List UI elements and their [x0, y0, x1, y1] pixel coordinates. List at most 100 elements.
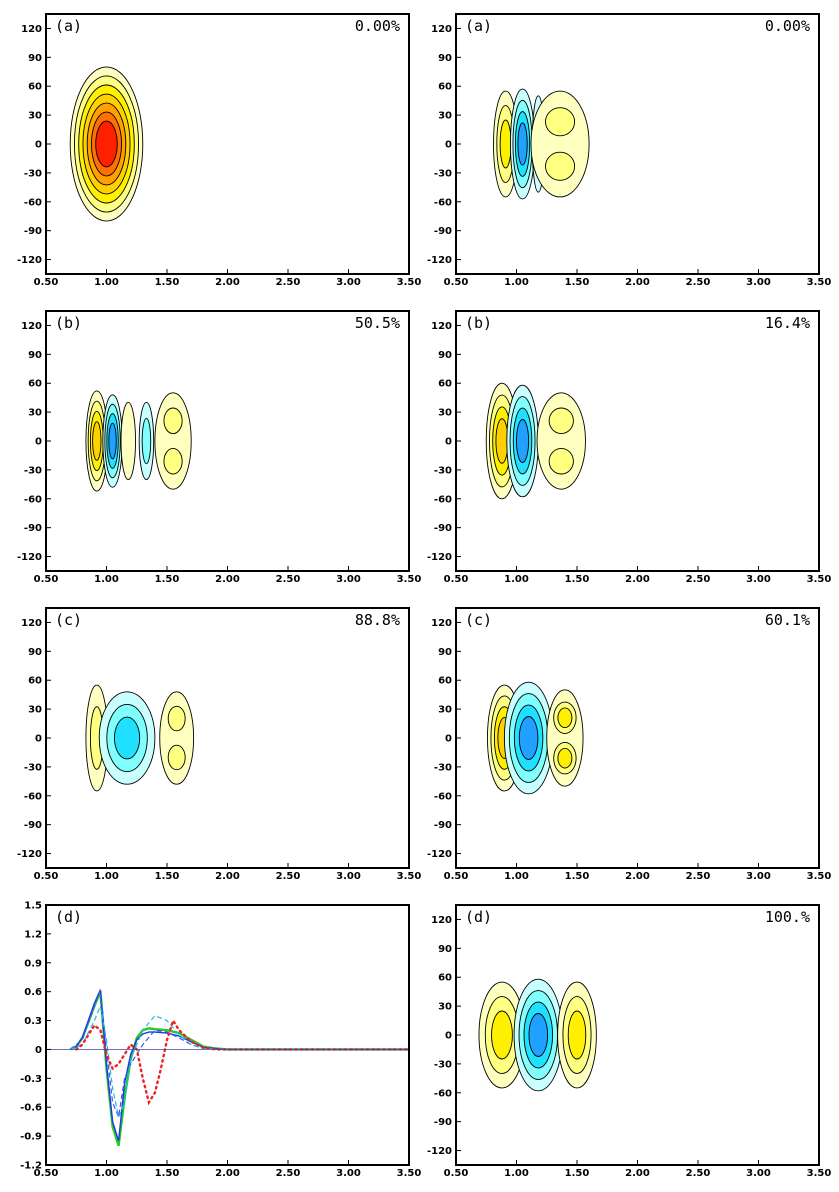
percent-label: 16.4%	[765, 314, 810, 332]
y-tick-label: 60	[438, 379, 452, 390]
series-line-4	[69, 1003, 409, 1119]
contour-level	[545, 151, 576, 181]
x-tick-label: 0.50	[444, 871, 469, 882]
y-tick-label: -1.2	[20, 1161, 42, 1172]
y-tick-label: 90	[438, 647, 452, 658]
x-tick-label: 3.50	[807, 871, 832, 882]
x-tick-label: 1.00	[94, 1168, 119, 1179]
contour-level	[545, 107, 576, 137]
x-tick-label: 3.00	[746, 1168, 771, 1179]
panel-label: (c)	[465, 611, 492, 629]
y-tick-label: 120	[21, 618, 42, 629]
x-tick-label: 3.50	[397, 1168, 422, 1179]
y-tick-label: 120	[21, 321, 42, 332]
y-tick-label: 90	[28, 647, 42, 658]
x-tick-label: 0.50	[444, 1168, 469, 1179]
y-tick-label: 30	[28, 408, 42, 419]
panel-label: (d)	[55, 908, 82, 926]
y-tick-label: -90	[24, 226, 42, 237]
y-tick-label: -120	[17, 849, 42, 860]
y-tick-label: -60	[434, 791, 452, 802]
y-tick-label: -90	[434, 1117, 452, 1128]
contour-level	[120, 402, 136, 480]
plot-area	[46, 989, 409, 1147]
x-tick-label: 1.00	[504, 871, 529, 882]
y-tick-label: -0.6	[20, 1103, 42, 1114]
contour-lobe	[530, 90, 590, 198]
contour-level	[548, 407, 574, 435]
percent-label: 50.5%	[355, 314, 400, 332]
percent-label: 0.00%	[765, 17, 810, 35]
x-tick-label: 3.00	[746, 277, 771, 288]
y-tick-label: 60	[28, 676, 42, 687]
x-tick-label: 1.00	[504, 574, 529, 585]
panel-1: 0.50 1.00 1.50 2.00 2.50 3.00 3.50 120 90 60 30 0 -3…	[17, 13, 421, 288]
contour-lobe	[503, 681, 554, 795]
x-tick-label: 0.50	[34, 871, 59, 882]
panel-5: 0.50 1.00 1.50 2.00 2.50 3.00 3.50 120 90 60 30 0 -3…	[17, 607, 421, 882]
y-tick-label: -90	[434, 820, 452, 831]
y-tick-label: -60	[434, 197, 452, 208]
plot-area	[85, 390, 192, 492]
contour-lobe	[102, 394, 123, 488]
y-tick-label: -120	[17, 255, 42, 266]
y-tick-label: 30	[28, 111, 42, 122]
panel-label: (a)	[55, 17, 82, 35]
panel-8: 0.50 1.00 1.50 2.00 2.50 3.00 3.50 120 90 60 30 0 -3…	[427, 904, 831, 1179]
x-tick-label: 0.50	[34, 1168, 59, 1179]
x-tick-label: 2.00	[625, 574, 650, 585]
x-tick-label: 1.50	[155, 277, 180, 288]
x-tick-label: 1.00	[504, 1168, 529, 1179]
contour-lobe	[506, 384, 539, 498]
contour-level	[167, 705, 186, 732]
y-tick-label: -30	[24, 465, 42, 476]
x-tick-label: 0.50	[34, 574, 59, 585]
y-tick-label: 0	[445, 437, 452, 448]
x-tick-label: 0.50	[444, 277, 469, 288]
x-tick-label: 3.50	[807, 574, 832, 585]
y-tick-label: 0	[35, 140, 42, 151]
y-tick-label: -90	[434, 523, 452, 534]
y-tick-label: 0.3	[24, 1016, 42, 1027]
contour-level	[491, 1010, 513, 1060]
contour-lobe	[98, 691, 156, 785]
y-tick-label: 120	[21, 24, 42, 35]
y-tick-label: -60	[24, 197, 42, 208]
x-tick-label: 1.00	[94, 871, 119, 882]
y-tick-label: -0.3	[20, 1074, 42, 1085]
y-tick-label: 1.2	[24, 929, 42, 940]
plot-area	[485, 382, 586, 500]
y-tick-label: 120	[431, 915, 452, 926]
contour-lobe	[513, 978, 563, 1092]
x-tick-label: 3.00	[336, 277, 361, 288]
contour-lobe	[85, 390, 109, 492]
x-tick-label: 3.50	[807, 277, 832, 288]
x-tick-label: 1.50	[565, 871, 590, 882]
x-tick-label: 1.50	[565, 574, 590, 585]
x-tick-label: 2.50	[686, 871, 711, 882]
contour-level	[108, 422, 117, 460]
contour-level	[163, 447, 183, 475]
panel-label: (a)	[465, 17, 492, 35]
series-line-2	[69, 989, 409, 1142]
x-tick-label: 1.50	[155, 574, 180, 585]
contour-level	[95, 120, 118, 168]
x-tick-label: 0.50	[444, 574, 469, 585]
y-tick-label: 60	[438, 676, 452, 687]
contour-lobe	[69, 66, 144, 222]
contour-level	[163, 407, 183, 435]
panel-3: 0.50 1.00 1.50 2.00 2.50 3.00 3.50 120 90 60 30 0 -3…	[17, 310, 421, 585]
panel-label: (b)	[465, 314, 492, 332]
y-tick-label: 0	[445, 140, 452, 151]
y-tick-label: 30	[438, 705, 452, 716]
contour-level	[114, 716, 141, 760]
y-tick-label: 0	[35, 734, 42, 745]
x-tick-label: 2.50	[686, 574, 711, 585]
x-tick-label: 2.00	[215, 1168, 240, 1179]
series-line-3	[69, 989, 409, 1120]
panel-4: 0.50 1.00 1.50 2.00 2.50 3.00 3.50 120 90 60 30 0 -3…	[427, 310, 832, 585]
x-tick-label: 1.00	[94, 574, 119, 585]
y-tick-label: 0	[35, 437, 42, 448]
y-tick-label: 30	[28, 705, 42, 716]
